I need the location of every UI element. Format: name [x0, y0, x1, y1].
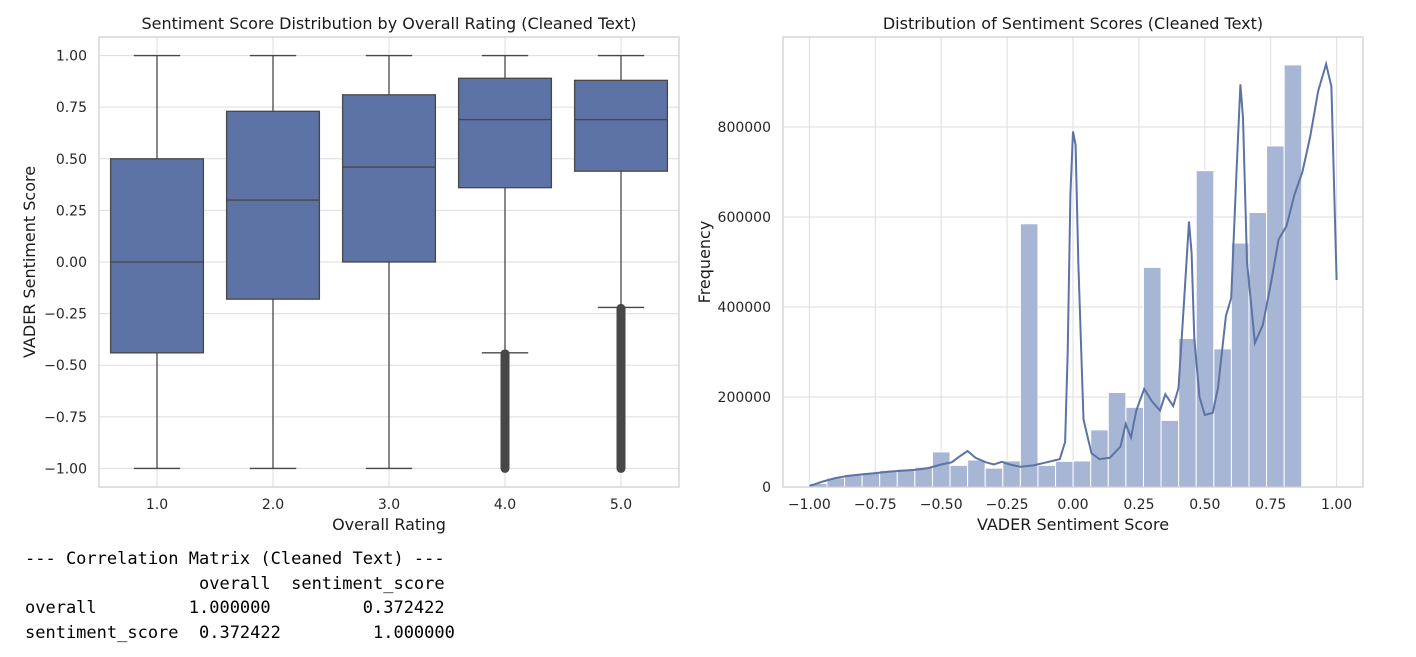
- histogram-bar: [1213, 348, 1232, 488]
- boxplot-y-tick-label: 0.00: [56, 255, 87, 271]
- histogram-bar: [1283, 64, 1303, 488]
- histogram-y-tick-label: 800000: [718, 120, 771, 136]
- boxplot-y-axis-label: VADER Sentiment Score: [20, 166, 39, 358]
- histogram-bar: [1019, 223, 1039, 488]
- boxplot-x-tick-label: 2.0: [262, 497, 284, 513]
- boxplot-title: Sentiment Score Distribution by Overall …: [141, 14, 636, 33]
- histogram-x-tick-label: 1.00: [1321, 497, 1352, 513]
- histogram-x-tick-label: −0.75: [854, 497, 897, 513]
- histogram-x-tick-label: −0.25: [986, 497, 1029, 513]
- histogram-y-tick-label: 400000: [718, 300, 771, 316]
- histogram-x-tick-label: 0.25: [1123, 497, 1154, 513]
- histogram-x-tick-label: −1.00: [788, 497, 831, 513]
- boxplot-y-tick-label: 0.50: [56, 152, 87, 168]
- boxplot-box: [109, 158, 205, 354]
- boxplot-x-axis-label: Overall Rating: [332, 515, 446, 534]
- histogram-bars: [808, 64, 1303, 488]
- boxplot-y-tick-label: −1.00: [44, 461, 87, 477]
- boxplot-box-group: [573, 54, 669, 473]
- boxplot-x-ticks: 1.0 2.0 3.0 4.0 5.0: [146, 497, 632, 513]
- boxplot-box-group: [457, 54, 553, 473]
- histogram-y-tick-label: 200000: [718, 390, 771, 406]
- histogram-bar: [1037, 464, 1057, 488]
- histogram-y-axis-label: Frequency: [695, 221, 714, 304]
- histogram-bar: [1248, 212, 1268, 488]
- histogram-bar: [1142, 266, 1162, 488]
- boxplot-box-group: [109, 54, 205, 470]
- histogram-frame: [782, 36, 1364, 488]
- boxplot-box: [457, 77, 553, 189]
- boxplot-x-tick-label: 3.0: [378, 497, 400, 513]
- boxplot-chart: Sentiment Score Distribution by Overall …: [20, 14, 680, 534]
- kde-curve: [809, 60, 1338, 488]
- histogram-bar: [1055, 460, 1074, 488]
- boxplot-y-tick-label: 1.00: [56, 49, 87, 65]
- boxplot-x-tick-label: 4.0: [494, 497, 516, 513]
- histogram-bar: [1230, 242, 1250, 488]
- histogram-x-axis-label: VADER Sentiment Score: [977, 515, 1169, 534]
- boxplot-y-ticks: 1.00 0.75 0.50 0.25 0.00 −0.25 −0.50 −0.75 −1.00: [44, 49, 87, 478]
- charts-canvas: Sentiment Score Distribution by Overall …: [20, 14, 1364, 534]
- histogram-bar: [967, 459, 986, 488]
- boxplot-y-tick-label: 0.75: [56, 100, 87, 116]
- boxplot-boxes: [109, 54, 669, 473]
- boxplot-box: [573, 79, 669, 172]
- boxplot-y-tick-label: −0.25: [44, 307, 87, 323]
- boxplot-y-tick-label: 0.25: [56, 203, 87, 219]
- correlation-row-overall: overall 1.000000 0.372422: [25, 598, 445, 618]
- correlation-matrix-output: --- Correlation Matrix (Cleaned Text) --…: [25, 547, 455, 645]
- histogram-x-tick-label: 0.00: [1057, 497, 1088, 513]
- boxplot-frame: [98, 36, 680, 488]
- boxplot-y-tick-label: −0.75: [44, 410, 87, 426]
- histogram-bar: [1195, 170, 1215, 488]
- correlation-heading: --- Correlation Matrix (Cleaned Text) --…: [25, 549, 445, 569]
- histogram-bar: [1107, 392, 1127, 488]
- histogram-bar: [949, 464, 969, 488]
- histogram-x-tick-label: −0.50: [920, 497, 963, 513]
- boxplot-box-group: [341, 54, 437, 470]
- histogram-y-tick-label: 600000: [718, 210, 771, 226]
- histogram-bar: [1266, 145, 1285, 488]
- histogram-y-tick-label: 0: [762, 480, 771, 496]
- histogram-x-tick-label: 0.75: [1255, 497, 1286, 513]
- boxplot-x-tick-label: 5.0: [610, 497, 632, 513]
- histogram-bar: [931, 451, 951, 488]
- histogram-chart: Distribution of Sentiment Scores (Cleane…: [695, 14, 1364, 534]
- histogram-bar: [984, 467, 1004, 488]
- boxplot-box: [341, 94, 437, 263]
- histogram-x-ticks: −1.00 −0.75 −0.50 −0.25 0.00 0.25 0.50 0.75 1.00: [788, 497, 1352, 513]
- histogram-y-ticks: 0 200000 400000 600000 800000: [718, 120, 771, 496]
- boxplot-box: [225, 110, 321, 300]
- histogram-bar: [1072, 460, 1092, 488]
- boxplot-box-group: [225, 54, 321, 470]
- histogram-bar: [1178, 338, 1197, 488]
- boxplot-y-tick-label: −0.50: [44, 358, 87, 374]
- histogram-bar: [1160, 419, 1180, 488]
- correlation-row-sentiment-score: sentiment_score 0.372422 1.000000: [25, 622, 455, 643]
- correlation-header-row: overall sentiment_score: [25, 573, 445, 594]
- boxplot-x-tick-label: 1.0: [146, 497, 168, 513]
- histogram-x-tick-label: 0.50: [1189, 497, 1220, 513]
- histogram-title: Distribution of Sentiment Scores (Cleane…: [883, 14, 1263, 33]
